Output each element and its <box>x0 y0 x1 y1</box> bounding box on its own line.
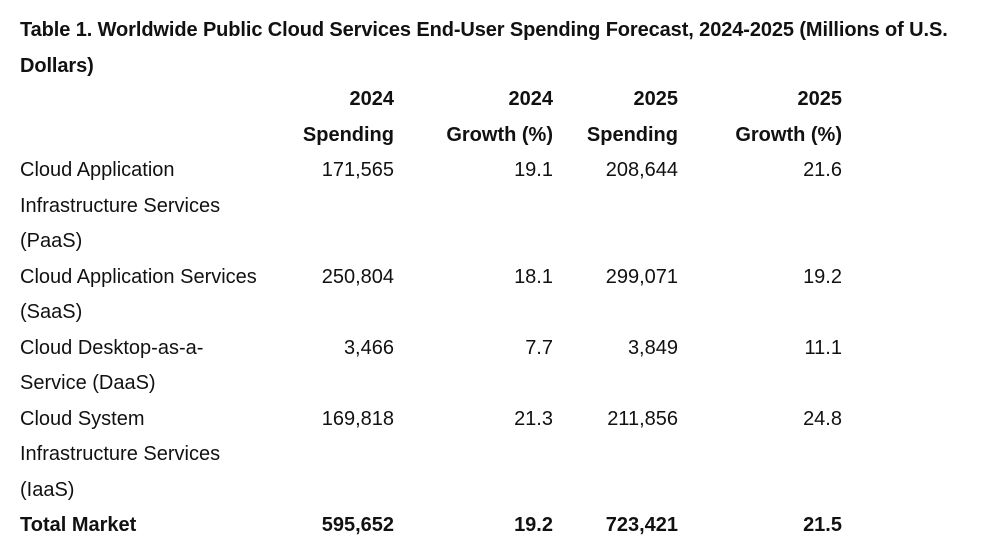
growth-2025-cell: 21.6 <box>803 159 842 181</box>
total-label: Total Market <box>20 514 137 536</box>
table-row: Cloud Application Services (SaaS) 250,80… <box>20 260 842 331</box>
total-row: Total Market 595,652 19.2 723,421 21.5 <box>20 508 842 544</box>
header-metric: Spending <box>586 123 678 146</box>
category-cell: Cloud Desktop-as-a-Service (DaaS) <box>20 336 204 395</box>
spending-2025-cell: 3,849 <box>627 336 678 359</box>
spending-2025-cell: 211,856 <box>607 407 678 430</box>
spending-2024-cell: 3,466 <box>343 336 394 359</box>
header-2025-growth: 2025 Growth (%) <box>678 82 842 153</box>
category-cell: Cloud Application Services (SaaS) <box>20 265 257 324</box>
header-metric: Growth (%) <box>735 123 842 146</box>
header-year: 2025 <box>797 88 843 110</box>
spending-2024-cell: 171,565 <box>321 159 394 181</box>
spending-2025-cell: 299,071 <box>605 265 678 288</box>
header-metric: Growth (%) <box>446 123 553 146</box>
spending-2025-cell: 208,644 <box>605 159 678 181</box>
growth-2024-cell: 7.7 <box>525 336 553 359</box>
growth-2025-cell: 19.2 <box>803 265 842 288</box>
header-year: 2025 <box>633 88 679 110</box>
total-spending-2024: 595,652 <box>321 514 394 536</box>
total-spending-2025: 723,421 <box>605 514 678 536</box>
header-2024-spending: 2024 Spending <box>260 82 394 153</box>
spending-forecast-table: 2024 Spending 2024 Growth (%) 2025 Spend… <box>20 82 842 544</box>
header-year: 2024 <box>349 88 395 110</box>
header-year: 2024 <box>508 88 554 110</box>
table-row: Cloud Desktop-as-a-Service (DaaS) 3,466 … <box>20 331 842 402</box>
header-2024-growth: 2024 Growth (%) <box>394 82 553 153</box>
table-row: Cloud Application Infrastructure Service… <box>20 153 842 260</box>
table-header-row: 2024 Spending 2024 Growth (%) 2025 Spend… <box>20 82 842 153</box>
table-row: Cloud System Infrastructure Services (Ia… <box>20 402 842 509</box>
growth-2024-cell: 18.1 <box>514 265 553 288</box>
category-cell: Cloud Application Infrastructure Service… <box>20 159 221 252</box>
growth-2024-cell: 19.1 <box>514 159 553 181</box>
header-2025-spending: 2025 Spending <box>553 82 678 153</box>
table-title: Table 1. Worldwide Public Cloud Services… <box>20 19 948 77</box>
total-growth-2025: 21.5 <box>803 514 842 536</box>
total-growth-2024: 19.2 <box>514 514 553 536</box>
spending-2024-cell: 250,804 <box>321 265 394 288</box>
header-category <box>20 82 260 153</box>
category-cell: Cloud System Infrastructure Services (Ia… <box>20 407 221 501</box>
growth-2024-cell: 21.3 <box>514 407 553 430</box>
header-metric: Spending <box>302 123 394 146</box>
growth-2025-cell: 11.1 <box>804 336 842 359</box>
growth-2025-cell: 24.8 <box>803 407 842 430</box>
spending-2024-cell: 169,818 <box>321 407 394 430</box>
